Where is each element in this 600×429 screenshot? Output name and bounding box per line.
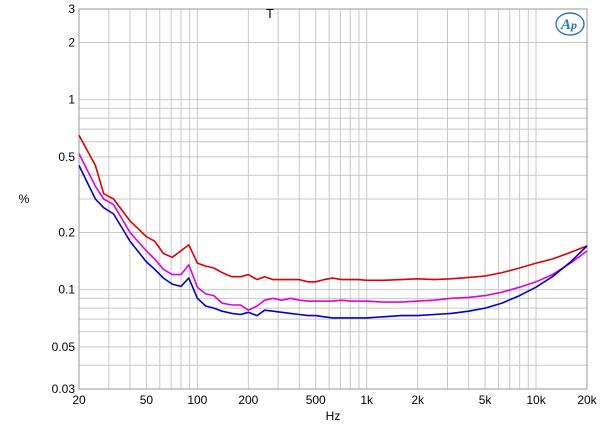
y-axis-label: % [19,192,30,206]
y-tick-label: 0.03 [52,382,76,396]
x-tick-label: 5k [479,393,493,407]
chart-title: T [266,6,274,21]
ap-logo: Ap [555,12,585,36]
x-tick-label: 100 [187,393,207,407]
series-line-3 [78,165,588,319]
x-tick-label: 500 [306,393,326,407]
series-line-2 [78,153,588,312]
x-axis-label: Hz [326,409,341,423]
y-tick-label: 2 [68,35,75,49]
x-tick-label: 20k [577,393,597,407]
x-tick-label: 2k [411,393,425,407]
series-line-1 [78,134,588,283]
x-tick-labels: 20 50 100 200 500 1k 2k 5k 10k 20k [72,393,597,407]
y-tick-label: 1 [68,93,75,107]
series-layer [78,134,588,319]
y-tick-label: 0.2 [58,225,75,239]
x-tick-label: 50 [140,393,154,407]
y-tick-label: 0.05 [52,340,76,354]
y-tick-label: 3 [68,2,75,16]
ap-logo-ring [555,12,585,36]
grid [78,8,588,390]
ap-logo-mark: Ap [560,17,577,33]
x-tick-label: 10k [526,393,546,407]
y-tick-label: 0.1 [58,283,75,297]
y-tick-labels: 3 2 1 0.5 0.2 0.1 0.05 0.03 [52,2,76,396]
plot-frame [78,8,588,390]
x-tick-label: 1k [360,393,374,407]
x-tick-label: 20 [72,393,86,407]
x-tick-label: 200 [238,393,258,407]
y-tick-label: 0.5 [58,150,75,164]
